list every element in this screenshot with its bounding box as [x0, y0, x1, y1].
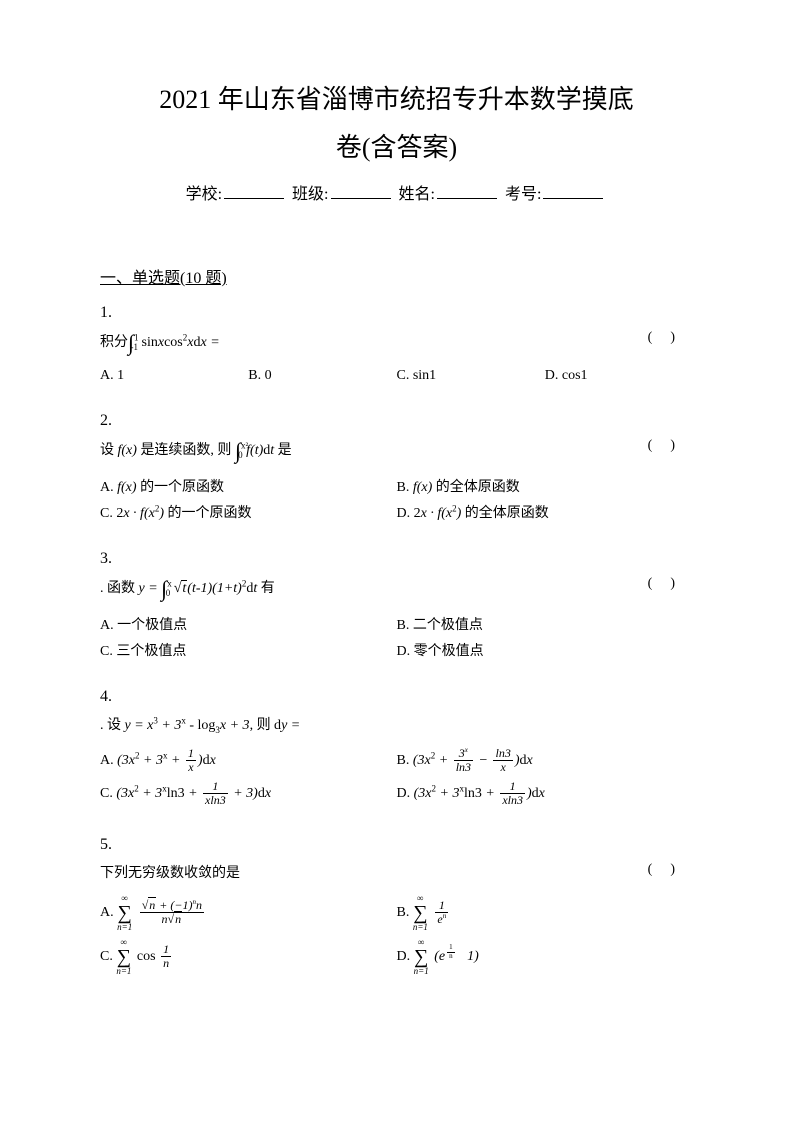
q2-options-row2: C. 2x · f(x2) 的一个原函数 D. 2x · f(x2) 的全体原函… — [100, 502, 693, 522]
q3-answer-paren[interactable]: () — [648, 576, 693, 592]
question-5-stem: 下列无穷级数收敛的是 () — [100, 862, 693, 882]
q5-answer-paren[interactable]: () — [648, 862, 693, 878]
school-label: 学校: — [186, 186, 222, 203]
name-label: 姓名: — [399, 186, 435, 203]
q2-opt-d[interactable]: D. 2x · f(x2) 的全体原函数 — [397, 502, 694, 522]
q1-opt-d[interactable]: D. cos1 — [545, 368, 693, 384]
q2-options-row1: A. f(x) 的一个原函数 B. f(x) 的全体原函数 — [100, 476, 693, 496]
q3-options-row2: C. 三个极值点 D. 零个极值点 — [100, 640, 693, 660]
q1-answer-paren[interactable]: () — [648, 330, 693, 346]
question-2-num: 2. — [100, 412, 693, 430]
question-3-num: 3. — [100, 550, 693, 568]
q5-options-row1: A. ∞∑n=1 √n + (−1)nnn√n B. ∞∑n=1 1en — [100, 894, 693, 932]
q5-options-row2: C. ∞∑n=1 cos 1n D. ∞∑n=1 (e1n 1) — [100, 938, 693, 976]
question-1-stem: 积分∫1-1 sinxcos2xdx = () — [100, 330, 693, 356]
exam-no-label: 考号: — [505, 186, 541, 203]
q3-opt-d[interactable]: D. 零个极值点 — [397, 640, 694, 660]
q2-opt-c[interactable]: C. 2x · f(x2) 的一个原函数 — [100, 502, 397, 522]
q4-opt-d[interactable]: D. (3x2 + 3xln3 + 1xln3)dx — [397, 780, 694, 807]
q4-options-row2: C. (3x2 + 3xln3 + 1xln3 + 3)dx D. (3x2 +… — [100, 780, 693, 807]
q5-stem-text: 下列无穷级数收敛的是 — [100, 866, 240, 881]
question-5: 5. 下列无穷级数收敛的是 () A. ∞∑n=1 √n + (−1)nnn√n… — [100, 836, 693, 976]
q2-answer-paren[interactable]: () — [648, 438, 693, 454]
q2-opt-a[interactable]: A. f(x) 的一个原函数 — [100, 476, 397, 496]
q5-opt-d[interactable]: D. ∞∑n=1 (e1n 1) — [397, 938, 694, 976]
q1-options: A. 1 B. 0 C. sin1 D. cos1 — [100, 368, 693, 384]
student-info-line: 学校: 班级: 姓名: 考号: — [100, 180, 693, 204]
q1-opt-b[interactable]: B. 0 — [248, 368, 396, 384]
question-4: 4. . 设 y = x3 + 3x - log3x + 3, 则 dy = A… — [100, 688, 693, 808]
exam-no-blank[interactable] — [543, 198, 603, 199]
name-blank[interactable] — [437, 198, 497, 199]
q3-options-row1: A. 一个极值点 B. 二个极值点 — [100, 614, 693, 634]
question-4-num: 4. — [100, 688, 693, 706]
q4-opt-c[interactable]: C. (3x2 + 3xln3 + 1xln3 + 3)dx — [100, 780, 397, 807]
q1-opt-c[interactable]: C. sin1 — [397, 368, 545, 384]
class-blank[interactable] — [331, 198, 391, 199]
question-2-stem: 设 f(x) 是连续函数, 则 ∫x²0 f(t)dt 是 () — [100, 438, 693, 464]
question-1: 1. 积分∫1-1 sinxcos2xdx = () A. 1 B. 0 C. … — [100, 304, 693, 384]
section-1-header: 一、单选题(10 题) — [100, 264, 693, 288]
q3-opt-b[interactable]: B. 二个极值点 — [397, 614, 694, 634]
q2-opt-b[interactable]: B. f(x) 的全体原函数 — [397, 476, 694, 496]
q1-opt-a[interactable]: A. 1 — [100, 368, 248, 384]
q5-opt-c[interactable]: C. ∞∑n=1 cos 1n — [100, 938, 397, 976]
question-5-num: 5. — [100, 836, 693, 854]
q3-opt-a[interactable]: A. 一个极值点 — [100, 614, 397, 634]
q1-prefix: 积分 — [100, 335, 128, 350]
school-blank[interactable] — [224, 198, 284, 199]
question-3: 3. . 函数 y = ∫x0 √t(t-1)(1+t)2dt 有 () A. … — [100, 550, 693, 660]
question-1-num: 1. — [100, 304, 693, 322]
q4-opt-b[interactable]: B. (3x2 + 3xln3 − ln3x)dx — [397, 747, 694, 774]
q5-opt-b[interactable]: B. ∞∑n=1 1en — [397, 894, 694, 932]
q4-options-row1: A. (3x2 + 3x + 1x)dx B. (3x2 + 3xln3 − l… — [100, 747, 693, 774]
q3-opt-c[interactable]: C. 三个极值点 — [100, 640, 397, 660]
question-2: 2. 设 f(x) 是连续函数, 则 ∫x²0 f(t)dt 是 () A. f… — [100, 412, 693, 522]
title-line2: 卷(含答案) — [100, 127, 693, 164]
title-line1: 2021 年山东省淄博市统招专升本数学摸底 — [100, 80, 693, 119]
q5-opt-a[interactable]: A. ∞∑n=1 √n + (−1)nnn√n — [100, 894, 397, 932]
class-label: 班级: — [292, 186, 328, 203]
q4-opt-a[interactable]: A. (3x2 + 3x + 1x)dx — [100, 747, 397, 774]
question-4-stem: . 设 y = x3 + 3x - log3x + 3, 则 dy = — [100, 714, 693, 735]
question-3-stem: . 函数 y = ∫x0 √t(t-1)(1+t)2dt 有 () — [100, 576, 693, 602]
